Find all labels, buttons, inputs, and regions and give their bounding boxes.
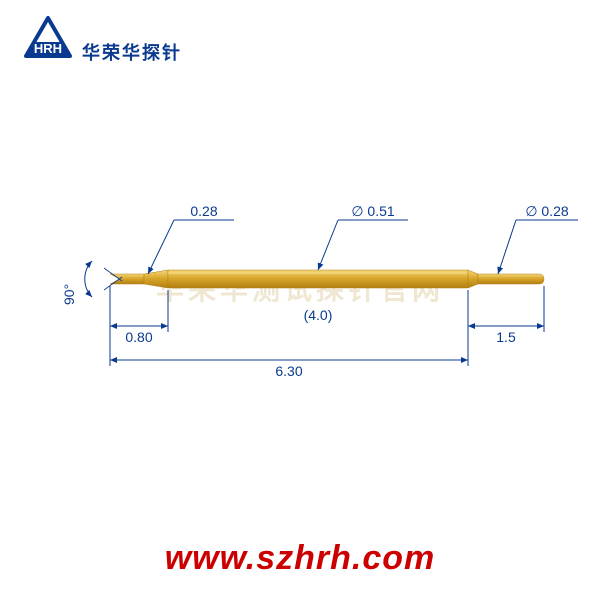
logo-mark: HRH: [18, 10, 78, 62]
dim-label: (4.0): [304, 307, 333, 323]
dim-label: 6.30: [275, 363, 302, 379]
logo-text-block: 华荣华探针: [82, 44, 182, 62]
angle-arc: [85, 261, 92, 297]
probe-step: [468, 270, 478, 288]
website-url[interactable]: www.szhrh.com: [0, 539, 600, 578]
logo-initials: HRH: [34, 41, 62, 56]
page-root: HRH 华荣华探针 华荣华测试探针官网 90°0.28∅ 0.51∅ 0.280…: [0, 0, 600, 600]
dim-label: 0.80: [125, 329, 152, 345]
dim-label: 1.5: [496, 329, 516, 345]
dim-label: ∅ 0.51: [351, 203, 395, 219]
brand-logo: HRH 华荣华探针: [18, 10, 182, 62]
probe-tip: [110, 274, 144, 284]
dim-label: ∅ 0.28: [525, 203, 569, 219]
angle-label: 90°: [61, 284, 77, 305]
probe-taper: [144, 270, 168, 288]
probe-diagram: 90° 0.28 ∅ 0.51 ∅ 0.28 0.80 (4.0) 6.30 1.5: [0, 150, 600, 410]
brand-name-cn: 华荣华探针: [82, 44, 182, 62]
probe-tail: [478, 274, 544, 284]
dim-label: 0.28: [190, 203, 217, 219]
